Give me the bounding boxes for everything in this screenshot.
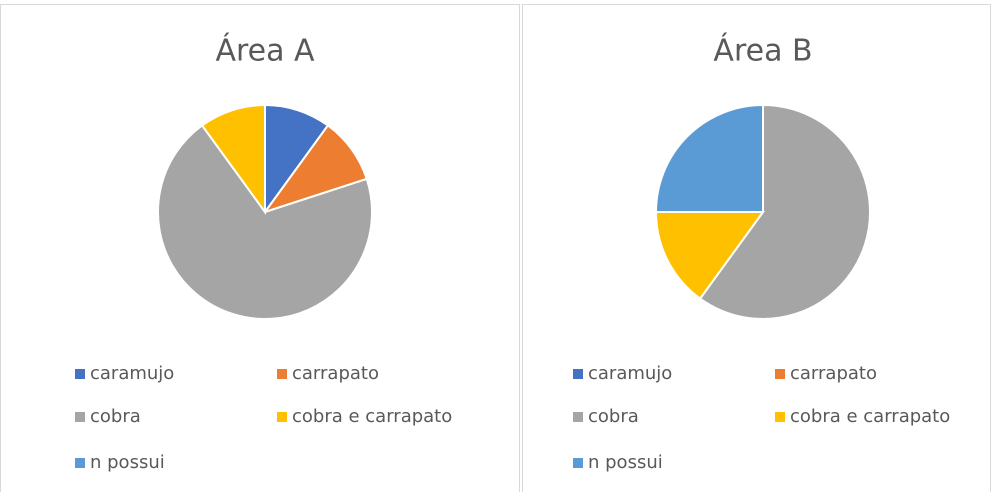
legend-label: caramujo [588,363,672,384]
pie-slice [157,124,373,320]
legend-label: cobra e carrapato [292,406,452,427]
legend-marker [775,412,785,422]
legend-marker [573,412,583,422]
legend-marker [775,369,785,379]
legend-label: caramujo [90,363,174,384]
pie-slice [698,103,871,320]
legend-label: cobra e carrapato [790,406,950,427]
legend-marker [573,369,583,379]
legend-marker [75,369,85,379]
chart-title: Área A [215,33,315,69]
legend-label: carrapato [292,363,379,384]
legend-marker [573,458,583,468]
legend-label: cobra [90,406,141,427]
legend-marker [277,412,287,422]
chart-title: Área B [713,33,812,69]
legend-label: n possui [588,452,663,473]
legend-label: n possui [90,452,165,473]
pie-slice [200,103,266,216]
pie-slice [654,103,764,213]
legend-label: cobra [588,406,639,427]
pie-slice [654,211,765,300]
legend-label: carrapato [790,363,877,384]
legend-marker [277,369,287,379]
legend-marker [75,458,85,468]
legend-marker [75,412,85,422]
